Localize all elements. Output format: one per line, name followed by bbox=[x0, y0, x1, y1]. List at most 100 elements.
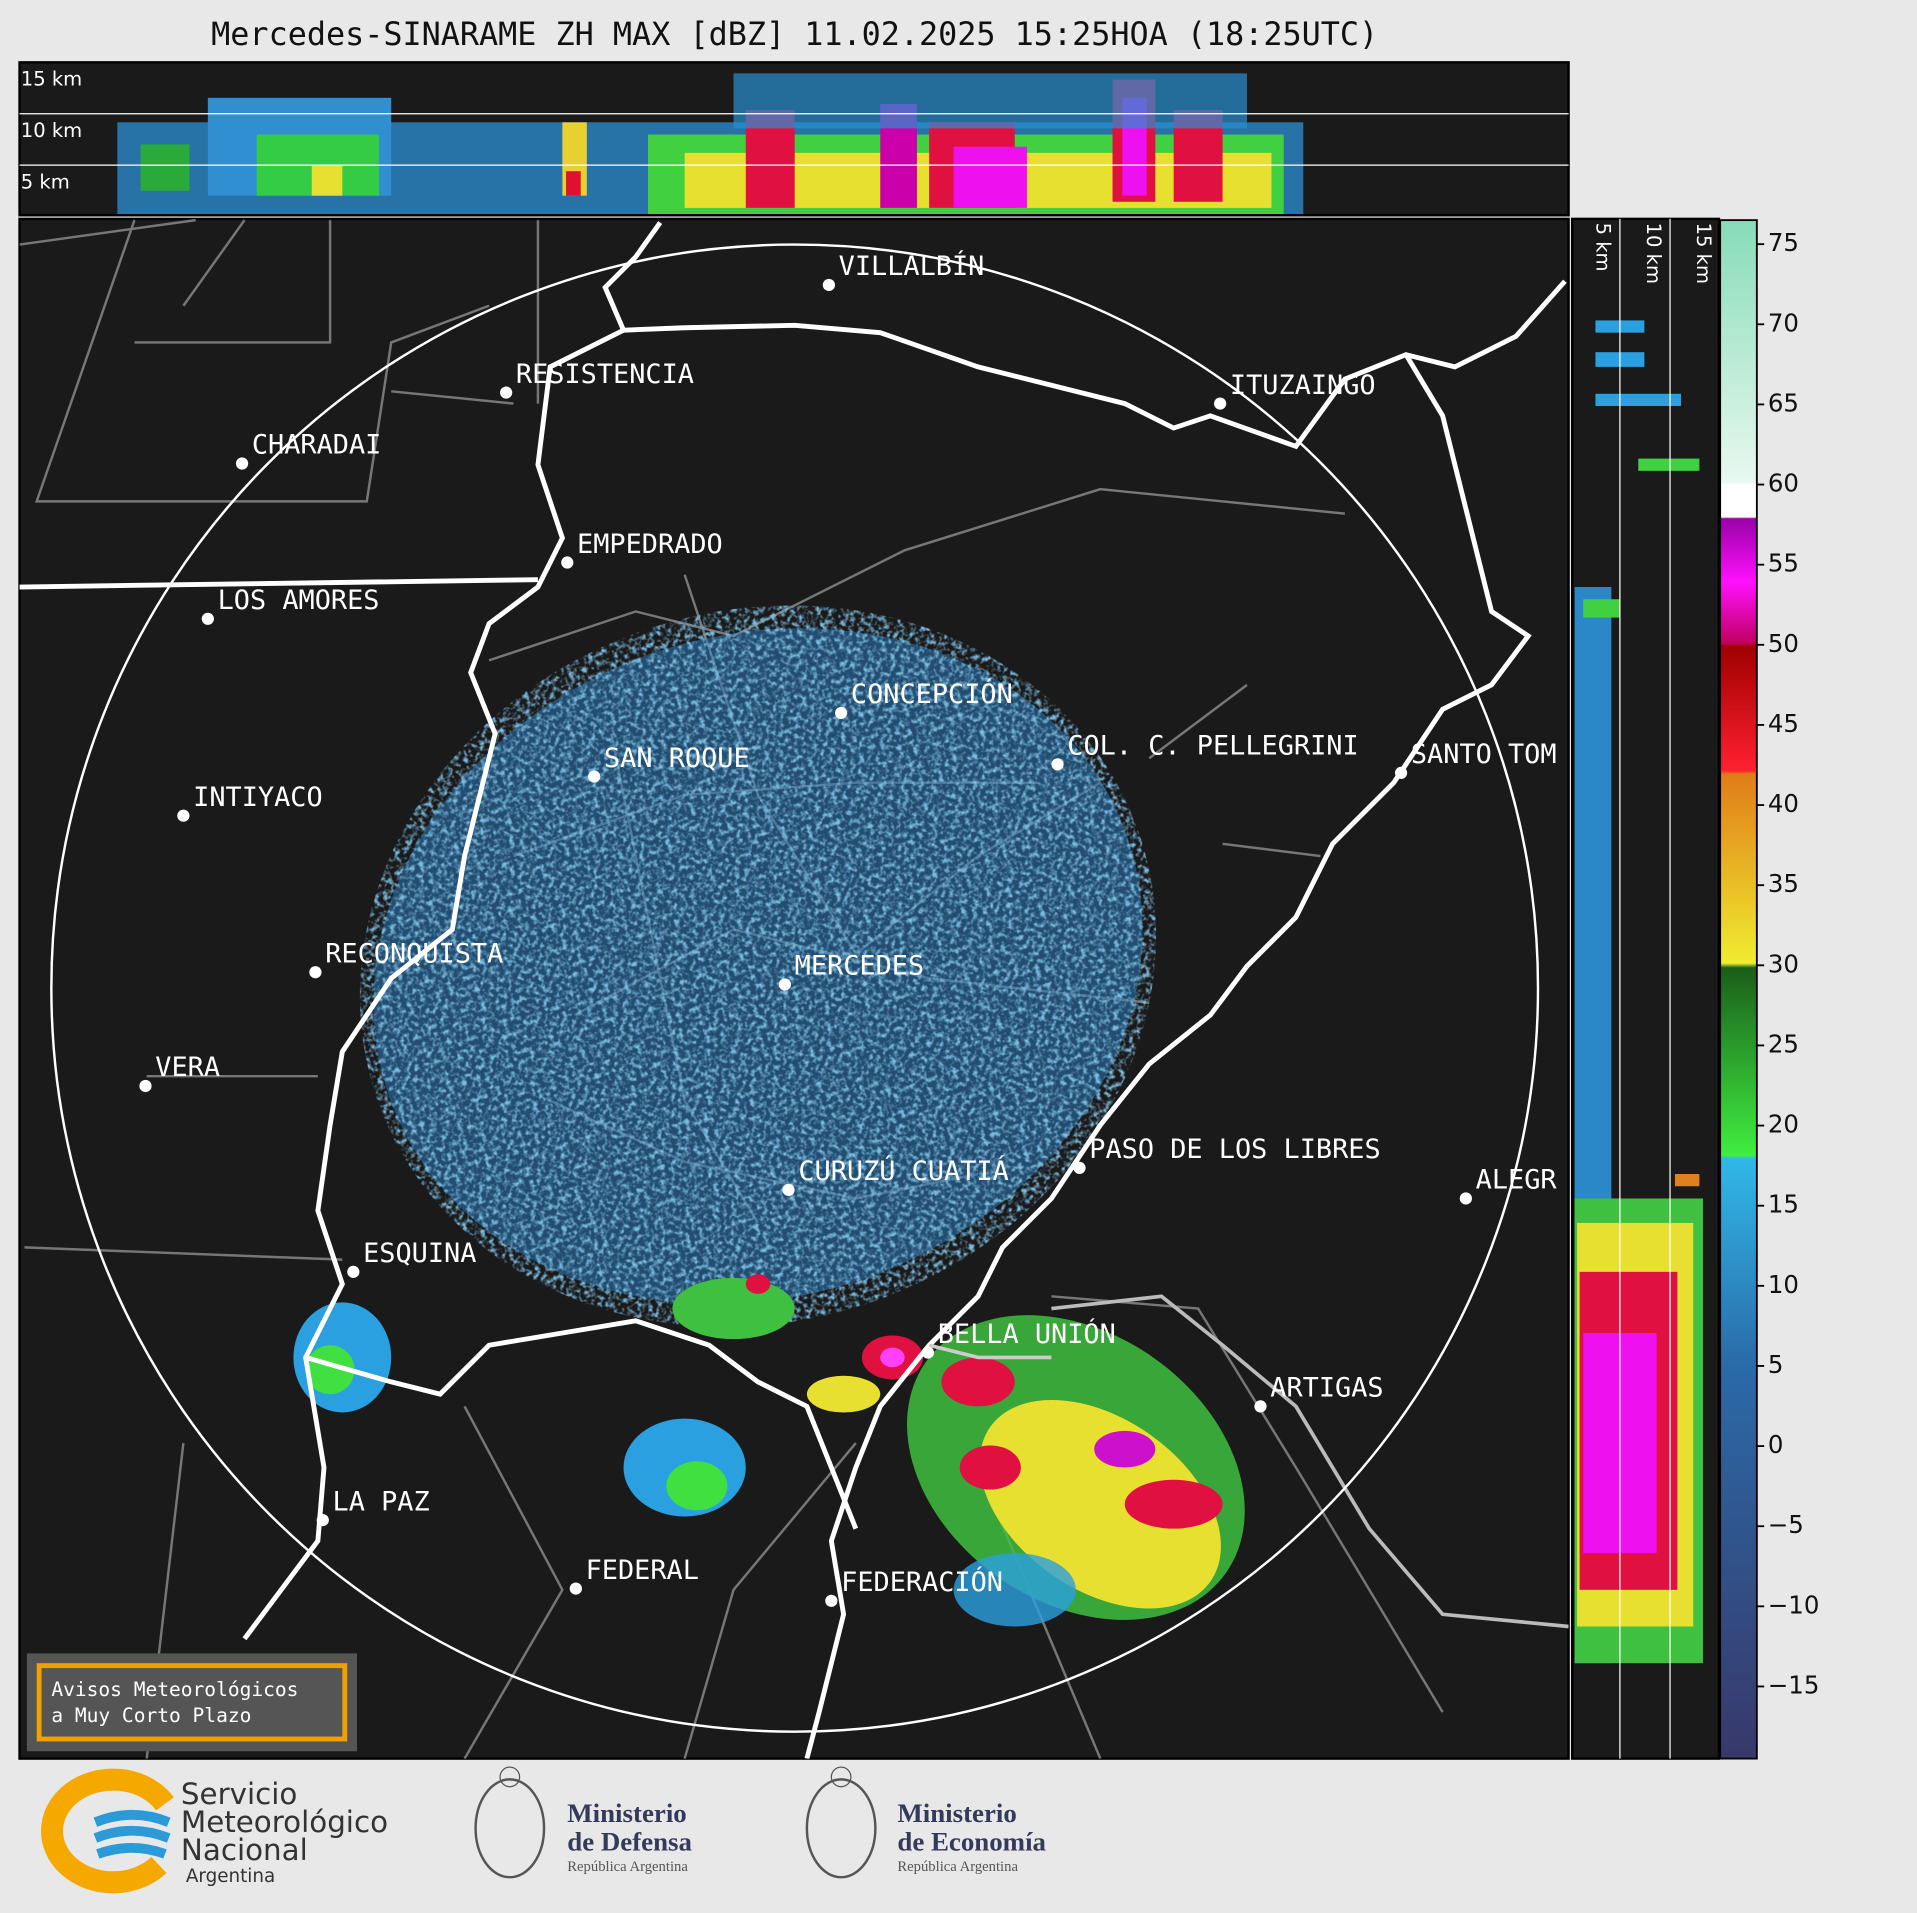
city-dot bbox=[177, 809, 190, 822]
notice-border bbox=[36, 1663, 348, 1742]
colorbar-tick-label: 25 bbox=[1768, 1029, 1799, 1058]
colorbar-tick-label: 35 bbox=[1768, 869, 1799, 898]
city-label: LOS AMORES bbox=[218, 585, 380, 616]
colorbar-tick-label: 10 bbox=[1768, 1270, 1799, 1299]
logo-text: Argentina bbox=[186, 1866, 275, 1887]
side-echoes bbox=[1574, 320, 1704, 1664]
colorbar-tick-label: 5 bbox=[1768, 1350, 1784, 1379]
smn-logo: Servicio Meteorológico Nacional Argentin… bbox=[41, 1768, 388, 1894]
colorbar-tick-label: 0 bbox=[1768, 1430, 1784, 1459]
city-dot bbox=[1459, 1192, 1472, 1205]
colorbar bbox=[1719, 219, 1758, 1760]
city-label: ITUZAINGÓ bbox=[1230, 369, 1376, 401]
colorbar-tick-label: 30 bbox=[1768, 949, 1799, 978]
defensa-logo: Ministerio de Defensa República Argentin… bbox=[474, 1766, 693, 1879]
height-label: 5 km bbox=[1592, 223, 1615, 272]
city-dot bbox=[825, 1594, 838, 1607]
city-dot bbox=[235, 457, 249, 470]
height-label: 15 km bbox=[1692, 223, 1715, 284]
colorbar-tick-label: 70 bbox=[1768, 308, 1799, 337]
city-dot bbox=[139, 1079, 152, 1093]
logo-text: República Argentina bbox=[897, 1859, 1018, 1875]
city-dot bbox=[1394, 766, 1408, 780]
city-dot bbox=[782, 1183, 795, 1197]
logo-text: de Defensa bbox=[567, 1826, 692, 1856]
city-dot bbox=[588, 770, 601, 783]
colorbar-tick-label: −5 bbox=[1768, 1510, 1804, 1539]
colorbar-tick-label: 40 bbox=[1768, 789, 1799, 818]
city-label: VERA bbox=[155, 1052, 220, 1083]
city-dot bbox=[921, 1346, 935, 1359]
range-ring bbox=[50, 243, 1540, 1733]
city-dot bbox=[561, 556, 574, 569]
city-dot bbox=[1254, 1400, 1267, 1413]
height-label: 10 km bbox=[21, 119, 82, 142]
height-label: 5 km bbox=[21, 170, 70, 193]
height-label: 15 km bbox=[21, 68, 82, 91]
logo-text: Nacional bbox=[181, 1833, 308, 1867]
colorbar-tick-label: 50 bbox=[1768, 629, 1799, 658]
colorbar-tick-label: 60 bbox=[1768, 469, 1799, 498]
city-dot bbox=[347, 1265, 360, 1278]
notice-text: Avisos Meteorológicos bbox=[51, 1678, 298, 1701]
logo-text: Ministerio bbox=[897, 1798, 1016, 1828]
city-label: ALEGR bbox=[1476, 1165, 1558, 1196]
map-layer: VILLALBÍN RESISTENCIA CHARADAI EMPEDRADO LOS… bbox=[19, 218, 1569, 1759]
logo-text: Meteorológico bbox=[181, 1805, 388, 1839]
city-dot bbox=[569, 1582, 582, 1595]
logo-text: Ministerio bbox=[567, 1798, 686, 1828]
city-label: CONCEPCIÓN bbox=[851, 678, 1013, 710]
city-dot bbox=[500, 386, 513, 399]
city-label: COL. C. PELLEGRINI bbox=[1067, 731, 1358, 762]
rivers bbox=[19, 221, 1569, 1759]
city-label: CHARADAI bbox=[252, 430, 382, 461]
city-label: PASO DE LOS LIBRES bbox=[1089, 1134, 1380, 1165]
city-dot bbox=[778, 978, 792, 991]
city-dot bbox=[309, 966, 322, 979]
cities: VILLALBÍN RESISTENCIA CHARADAI EMPEDRADO LOS… bbox=[139, 250, 1557, 1607]
city-label: ARTIGAS bbox=[1270, 1373, 1383, 1404]
colorbar-tick-label: 15 bbox=[1768, 1190, 1799, 1219]
city-dot bbox=[835, 706, 848, 720]
city-label: EMPEDRADO bbox=[577, 529, 723, 560]
city-dot bbox=[1073, 1161, 1086, 1175]
colorbar-tick-label: 65 bbox=[1768, 388, 1799, 417]
economia-logo: Ministerio de Economía República Argenti… bbox=[805, 1766, 1047, 1879]
notice-text: a Muy Corto Plazo bbox=[51, 1704, 251, 1727]
city-label: MERCEDES bbox=[795, 951, 925, 982]
logo-text: Servicio bbox=[181, 1777, 297, 1811]
colorbar-tick-label: 45 bbox=[1768, 709, 1799, 738]
colorbar-tick-label: 75 bbox=[1768, 228, 1799, 257]
city-label: RESISTENCIA bbox=[516, 359, 694, 390]
colorbar-tick-label: −15 bbox=[1768, 1670, 1820, 1699]
city-dot bbox=[1051, 758, 1064, 771]
city-label: BELLA UNIÓN bbox=[938, 1318, 1116, 1350]
city-dot bbox=[201, 612, 214, 625]
title: Mercedes-SINARAME ZH MAX [dBZ] 11.02.202… bbox=[211, 16, 1378, 53]
city-label: ESQUINA bbox=[363, 1238, 476, 1269]
city-label: SANTO TOM bbox=[1411, 739, 1557, 770]
city-label: FEDERACIÓN bbox=[841, 1566, 1003, 1598]
top-echoes bbox=[117, 73, 1304, 215]
notice-box bbox=[26, 1653, 357, 1752]
city-label: VILLALBÍN bbox=[839, 250, 985, 282]
colorbar-tick-label: −10 bbox=[1768, 1590, 1820, 1619]
city-label: INTIYACO bbox=[193, 782, 323, 813]
colorbar-tick-label: 20 bbox=[1768, 1110, 1799, 1139]
city-label: LA PAZ bbox=[333, 1486, 430, 1517]
height-label: 10 km bbox=[1642, 223, 1665, 284]
storm-cells bbox=[293, 1274, 1245, 1627]
city-label: RECONQUISTA bbox=[325, 938, 503, 969]
city-dot bbox=[1214, 397, 1227, 410]
city-dot bbox=[316, 1513, 329, 1527]
city-label: CURUZÚ CUATIÁ bbox=[798, 1155, 1008, 1187]
logo-text: República Argentina bbox=[567, 1859, 688, 1875]
city-label: FEDERAL bbox=[586, 1555, 699, 1586]
colorbar-tick-label: 55 bbox=[1768, 549, 1799, 578]
city-label: SAN ROQUE bbox=[604, 743, 750, 774]
city-dot bbox=[822, 278, 836, 292]
logo-text: de Economía bbox=[897, 1826, 1046, 1856]
